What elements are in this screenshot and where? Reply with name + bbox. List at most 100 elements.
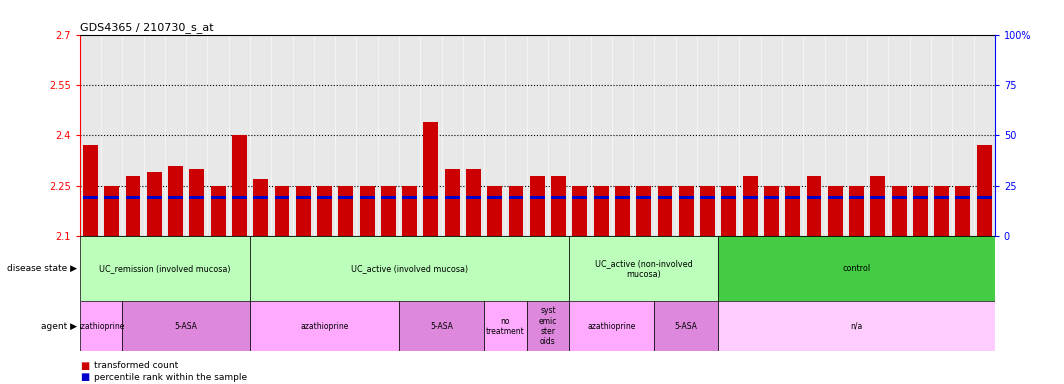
Bar — [104, 196, 119, 199]
Bar — [423, 122, 438, 236]
Bar — [721, 186, 736, 236]
Bar — [743, 196, 758, 199]
Bar — [849, 196, 864, 199]
Bar — [445, 196, 460, 199]
Bar — [445, 169, 460, 236]
Bar — [211, 186, 226, 236]
Text: transformed count: transformed count — [94, 361, 178, 370]
Bar — [679, 186, 694, 236]
Text: agent ▶: agent ▶ — [40, 322, 77, 331]
Text: control: control — [843, 264, 870, 273]
Text: UC_remission (involved mucosa): UC_remission (involved mucosa) — [99, 264, 231, 273]
Bar — [168, 196, 183, 199]
Bar — [551, 196, 566, 199]
Text: percentile rank within the sample: percentile rank within the sample — [94, 372, 247, 382]
Bar — [807, 176, 821, 236]
Bar — [594, 186, 609, 236]
Bar — [381, 196, 396, 199]
Bar — [569, 301, 654, 351]
Bar — [189, 196, 204, 199]
Bar — [828, 196, 843, 199]
Bar — [785, 196, 800, 199]
Bar — [189, 169, 204, 236]
Bar — [296, 196, 311, 199]
Bar — [484, 301, 527, 351]
Bar — [977, 196, 992, 199]
Bar — [636, 196, 651, 199]
Bar — [934, 186, 949, 236]
Bar — [466, 169, 481, 236]
Bar — [296, 186, 311, 236]
Bar — [402, 196, 417, 199]
Bar — [338, 186, 353, 236]
Bar — [718, 301, 995, 351]
Bar — [743, 176, 758, 236]
Bar — [402, 186, 417, 236]
Bar — [569, 236, 718, 301]
Bar — [126, 196, 140, 199]
Text: disease state ▶: disease state ▶ — [6, 264, 77, 273]
Bar — [509, 186, 523, 236]
Bar — [381, 186, 396, 236]
Bar — [913, 186, 928, 236]
Bar — [764, 196, 779, 199]
Bar — [700, 196, 715, 199]
Bar — [828, 186, 843, 236]
Text: no
treatment: no treatment — [486, 317, 525, 336]
Bar — [892, 186, 907, 236]
Bar — [147, 196, 162, 199]
Bar — [530, 196, 545, 199]
Bar — [122, 301, 250, 351]
Text: azathioprine: azathioprine — [587, 322, 636, 331]
Bar — [679, 196, 694, 199]
Bar — [527, 301, 569, 351]
Bar — [849, 186, 864, 236]
Text: azathioprine: azathioprine — [77, 322, 126, 331]
Bar — [487, 186, 502, 236]
Bar — [275, 196, 289, 199]
Bar — [654, 301, 718, 351]
Text: 5-ASA: 5-ASA — [174, 322, 198, 331]
Bar — [232, 196, 247, 199]
Bar — [892, 196, 907, 199]
Bar — [530, 176, 545, 236]
Bar — [250, 301, 399, 351]
Bar — [83, 196, 98, 199]
Bar — [718, 236, 995, 301]
Bar — [232, 136, 247, 236]
Bar — [509, 196, 523, 199]
Bar — [317, 196, 332, 199]
Bar — [83, 146, 98, 236]
Bar — [700, 186, 715, 236]
Bar — [658, 196, 672, 199]
Bar — [572, 186, 587, 236]
Bar — [250, 236, 569, 301]
Bar — [168, 166, 183, 236]
Text: GDS4365 / 210730_s_at: GDS4365 / 210730_s_at — [80, 22, 214, 33]
Bar — [275, 186, 289, 236]
Bar — [572, 196, 587, 199]
Bar — [977, 146, 992, 236]
Bar — [615, 186, 630, 236]
Bar — [211, 196, 226, 199]
Text: azathioprine: azathioprine — [300, 322, 349, 331]
Text: ■: ■ — [80, 372, 89, 382]
Bar — [338, 196, 353, 199]
Bar — [870, 196, 885, 199]
Bar — [253, 196, 268, 199]
Bar — [80, 301, 122, 351]
Bar — [551, 176, 566, 236]
Text: UC_active (involved mucosa): UC_active (involved mucosa) — [351, 264, 468, 273]
Bar — [360, 186, 375, 236]
Bar — [764, 186, 779, 236]
Bar — [955, 186, 970, 236]
Bar — [399, 301, 484, 351]
Bar — [80, 236, 250, 301]
Bar — [721, 196, 736, 199]
Bar — [104, 186, 119, 236]
Bar — [423, 196, 438, 199]
Text: n/a: n/a — [850, 322, 863, 331]
Bar — [615, 196, 630, 199]
Text: 5-ASA: 5-ASA — [430, 322, 453, 331]
Text: ■: ■ — [80, 361, 89, 371]
